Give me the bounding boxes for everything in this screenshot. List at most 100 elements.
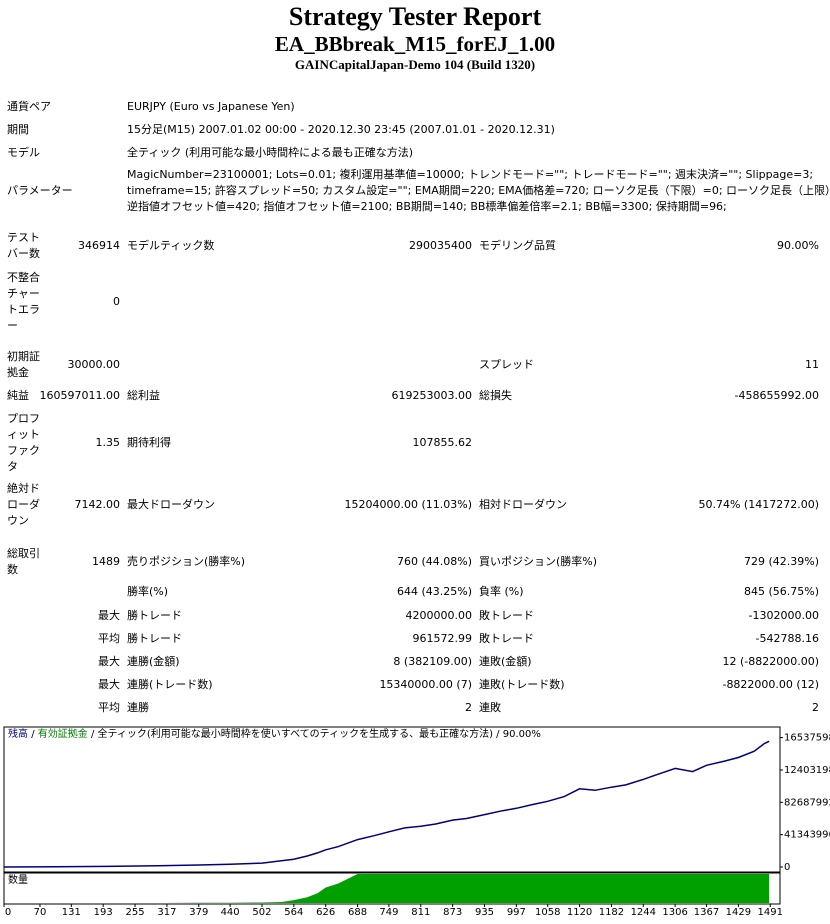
stat-value: 1.35 — [95, 436, 121, 449]
stat-label: 勝率(%) — [127, 585, 169, 598]
stat-value: 644 (43.25%) — [396, 585, 472, 598]
x-tick-label: 440 — [221, 907, 240, 918]
balance-line — [3, 740, 770, 868]
volume-label: 数量 — [8, 873, 28, 886]
stat-value: 90.00% — [777, 239, 819, 252]
legend-note: / 全ティック(利用可能な最小時間枠を使いすべてのティックを生成する、最も正確な… — [91, 727, 541, 740]
stat-label: 初期証拠金 — [7, 350, 40, 379]
stat-label: 連敗(金額) — [479, 655, 532, 668]
info-value: MagicNumber=23100001; Lots=0.01; 複利運用基準値… — [127, 168, 814, 181]
stat-label: 最大ドローダウン — [127, 498, 215, 511]
x-tick-label: 873 — [443, 907, 462, 918]
stat-value: 107855.62 — [412, 436, 473, 449]
info-value: 15分足(M15) 2007.01.02 00:00 - 2020.12.30 … — [127, 123, 555, 136]
plot-frame — [3, 726, 781, 873]
legend-balance: 残高 — [8, 727, 28, 740]
stat-label: 総損失 — [479, 389, 512, 402]
stat-value: 8 (382109.00) — [393, 655, 472, 668]
x-tick-label: 626 — [316, 907, 335, 918]
x-tick-label: 70 — [34, 907, 47, 918]
x-tick-label: 379 — [189, 907, 208, 918]
stat-value: 0 — [113, 295, 120, 308]
stat-label: スプレッド — [479, 358, 534, 371]
chart: 0 41343996 82687992 12403198 16537598 0 70 131 1… — [3, 726, 830, 918]
y-tick-label: 12403198 — [784, 765, 830, 776]
x-tick-label: 688 — [348, 907, 367, 918]
stat-prefix: 最大 — [98, 655, 120, 668]
stat-value: 1489 — [92, 555, 120, 568]
y-tick-label: 82687992 — [784, 797, 830, 808]
x-tick-label: 1306 — [662, 907, 687, 918]
info-label: 通貨ペア — [7, 100, 51, 113]
stat-label: 連勝 — [127, 701, 149, 714]
stat-value: 50.74% (1417272.00) — [698, 498, 819, 511]
x-tick-label: 935 — [475, 907, 494, 918]
x-tick-label: 1244 — [631, 907, 656, 918]
stat-value: 160597011.00 — [39, 389, 120, 402]
stat-label: 不整合チャートエラー — [7, 271, 40, 332]
info-label: パラメーター — [7, 184, 73, 197]
x-tick-label: 749 — [379, 907, 398, 918]
stat-label: 売りポジション(勝率%) — [127, 555, 246, 568]
stat-label: 連敗(トレード数) — [479, 678, 565, 691]
stat-value: 12 (-8822000.00) — [722, 655, 819, 668]
server: GAINCapitalJapan-Demo 104 (Build 1320) — [294, 57, 536, 72]
stat-label: モデルティック数 — [127, 239, 215, 252]
stat-label: テストバー数 — [7, 231, 40, 260]
x-tick-label: 1058 — [535, 907, 560, 918]
stat-label: 絶対ドローダウン — [7, 482, 40, 527]
x-tick-label: 1367 — [694, 907, 719, 918]
info-label: モデル — [7, 146, 40, 159]
info-label: 期間 — [7, 123, 29, 136]
stat-value: 15204000.00 (11.03%) — [344, 498, 472, 511]
stat-value: -542788.16 — [755, 632, 819, 645]
stat-label: プロフィットファクタ — [7, 412, 40, 473]
stat-label: 敗トレード — [479, 632, 534, 645]
info-value: 逆指値オフセット値=420; 指値オフセット値=2100; BB期間=140; … — [127, 200, 727, 213]
stat-label: 純益 — [7, 389, 29, 402]
x-tick-label: 997 — [507, 907, 526, 918]
stat-prefix: 平均 — [98, 632, 120, 645]
x-tick-label: 1120 — [567, 907, 592, 918]
stat-value: 760 (44.08%) — [396, 555, 472, 568]
stat-value: 15340000.00 (7) — [379, 678, 472, 691]
stat-value: 30000.00 — [67, 358, 121, 371]
title: Strategy Tester Report — [288, 2, 542, 31]
info-value: timeframe=15; 許容スプレッド=50; カスタム設定=""; EMA… — [127, 184, 830, 197]
stat-label: 相対ドローダウン — [479, 498, 567, 511]
x-tick-label: 255 — [125, 907, 144, 918]
info-value: 全ティック (利用可能な最小時間枠による最も正確な方法) — [127, 146, 414, 159]
y-tick-label: 16537598 — [784, 733, 830, 744]
stat-prefix: 最大 — [98, 609, 120, 622]
x-tick-label: 502 — [252, 907, 271, 918]
stat-value: 346914 — [78, 239, 120, 252]
x-tick-label: 564 — [284, 907, 303, 918]
stat-value: 845 (56.75%) — [743, 585, 819, 598]
volume-area — [4, 874, 770, 903]
stat-label: モデリング品質 — [479, 239, 556, 252]
stat-prefix: 最大 — [98, 678, 120, 691]
legend-equity: 有効証拠金 — [38, 727, 88, 740]
x-tick-label: 811 — [411, 907, 430, 918]
stat-value: 4200000.00 — [405, 609, 472, 622]
stat-label: 連勝(トレード数) — [127, 678, 213, 691]
x-tick-label: 1429 — [726, 907, 751, 918]
stat-value: 961572.99 — [412, 632, 473, 645]
legend: 残高 / 有効証拠金 / 全ティック(利用可能な最小時間枠を使いすべてのティック… — [8, 727, 544, 740]
x-tick-label: 193 — [94, 907, 113, 918]
stat-value: 290035400 — [409, 239, 472, 252]
stat-label: 連敗 — [479, 701, 501, 714]
stat-value: 11 — [805, 358, 819, 371]
x-tick-label: 1182 — [599, 907, 624, 918]
stat-value: -8822000.00 (12) — [722, 678, 819, 691]
stat-value: -458655992.00 — [734, 389, 819, 402]
stat-label: 総利益 — [127, 389, 160, 402]
stat-label: 総取引数 — [7, 547, 40, 576]
x-tick-label: 1491 — [758, 907, 783, 918]
stat-value: 619253003.00 — [391, 389, 472, 402]
stat-label: 期待利得 — [127, 436, 171, 449]
stat-label: 勝トレード — [127, 632, 182, 645]
stat-label: 連勝(金額) — [127, 655, 180, 668]
stat-value: 7142.00 — [74, 498, 121, 511]
stat-label: 負率 (%) — [479, 585, 524, 598]
